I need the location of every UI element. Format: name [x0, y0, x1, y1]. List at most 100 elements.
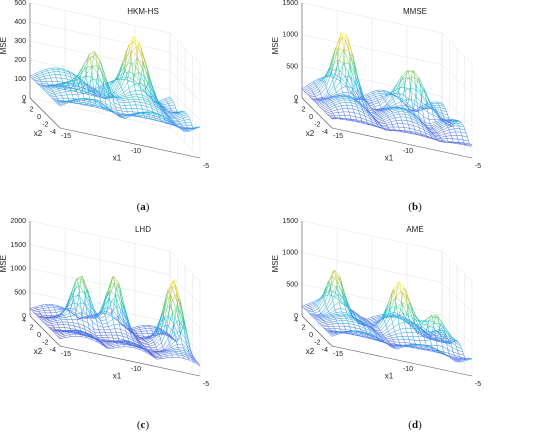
- surface-mesh-line: [84, 76, 87, 84]
- surface-mesh-line: [345, 95, 351, 98]
- surface-mesh-line: [183, 358, 190, 361]
- surface-mesh-line: [371, 91, 374, 94]
- surface-mesh-line: [329, 309, 336, 314]
- surface-mesh-line: [348, 73, 355, 88]
- surface-mesh-line: [331, 97, 337, 101]
- surface-mesh-line: [305, 92, 307, 94]
- surface-mesh-line: [192, 358, 198, 363]
- surface-mesh-line: [433, 332, 439, 335]
- surface-mesh-line: [66, 94, 69, 99]
- surface-mesh-line: [142, 97, 145, 101]
- surface-mesh-line: [339, 62, 345, 73]
- surface-mesh-line: [385, 316, 392, 326]
- surface-mesh-line: [63, 70, 65, 73]
- surface-mesh-line: [317, 297, 323, 307]
- surface-mesh-line: [367, 113, 374, 119]
- surface-mesh-line: [176, 344, 179, 348]
- surface-mesh-line: [82, 320, 85, 326]
- surface-mesh-line: [334, 317, 336, 320]
- surface-mesh-line: [111, 343, 117, 346]
- surface-mesh-line: [150, 105, 153, 109]
- surface-mesh-line: [123, 88, 130, 93]
- surface-mesh-line: [327, 79, 333, 93]
- surface-mesh-line: [80, 74, 87, 82]
- surface-mesh-line: [185, 112, 188, 115]
- surface-mesh-line: [395, 104, 397, 107]
- surface-mesh-line: [444, 106, 446, 110]
- surface-mesh-line: [89, 303, 96, 315]
- surface-mesh-line: [440, 136, 446, 138]
- surface-mesh-line: [373, 104, 375, 107]
- surface-mesh-line: [465, 144, 471, 147]
- surface-mesh-line: [343, 111, 345, 116]
- surface-mesh-line: [389, 92, 391, 95]
- surface-mesh-line: [324, 83, 327, 87]
- surface-mesh-line: [180, 114, 183, 117]
- surface-mesh-line: [399, 80, 401, 89]
- surface-mesh-line: [45, 78, 47, 82]
- surface-mesh-line: [340, 299, 347, 306]
- surface-mesh-line: [49, 328, 56, 330]
- surface-mesh-line: [65, 293, 72, 308]
- surface-mesh-line: [52, 315, 58, 318]
- surface-mesh-line: [47, 325, 53, 327]
- surface-mesh-line: [94, 51, 101, 61]
- surface-mesh-line: [461, 142, 467, 144]
- surface-mesh-line: [120, 86, 123, 90]
- surface-mesh-line: [96, 73, 98, 83]
- surface-mesh-line: [159, 115, 166, 119]
- surface-mesh-line: [373, 114, 379, 118]
- surface-mesh-line: [414, 129, 421, 132]
- surface-mesh-line: [102, 292, 109, 312]
- surface-mesh-line: [88, 84, 91, 90]
- surface-mesh-line: [46, 89, 52, 93]
- surface-mesh-line: [122, 336, 125, 340]
- surface-mesh-line: [375, 96, 377, 99]
- surface-mesh-line: [418, 127, 421, 132]
- surface-mesh-line: [122, 310, 124, 320]
- surface-mesh-line: [447, 115, 450, 119]
- surface-mesh-line: [187, 357, 194, 361]
- surface-mesh-line: [412, 121, 414, 126]
- surface-mesh-line: [47, 84, 54, 88]
- surface-mesh-line: [328, 93, 330, 96]
- surface-mesh-line: [41, 318, 47, 321]
- surface-mesh-line: [72, 296, 74, 304]
- surface-mesh-line: [71, 293, 73, 296]
- surface-mesh-line: [318, 76, 324, 80]
- surface-mesh-line: [181, 114, 188, 117]
- surface-mesh-line: [432, 103, 434, 106]
- surface-mesh-line: [414, 77, 417, 90]
- surface-mesh-line: [180, 338, 183, 345]
- surface-mesh-line: [119, 94, 125, 98]
- surface-mesh-line: [326, 294, 332, 308]
- surface-mesh-line: [155, 347, 158, 350]
- surface-mesh-line: [102, 305, 104, 311]
- surface-mesh-line: [433, 108, 436, 112]
- surface-mesh-line: [451, 123, 454, 127]
- surface-mesh-line: [441, 125, 447, 129]
- surface-mesh-line: [180, 351, 186, 354]
- surface-mesh-line: [36, 315, 43, 317]
- surface-mesh-line: [60, 330, 67, 333]
- surface-mesh-line: [396, 297, 402, 303]
- surface-mesh-line: [169, 112, 171, 114]
- surface-mesh-line: [416, 78, 419, 87]
- surface-mesh-line: [135, 112, 141, 115]
- surface-mesh-line: [41, 306, 44, 309]
- x1-tick-label: -5: [203, 381, 209, 388]
- surface-mesh-line: [148, 99, 150, 103]
- surface-mesh-line: [382, 104, 388, 109]
- surface-mesh-line: [149, 102, 156, 106]
- surface-mesh-line: [165, 325, 168, 333]
- surface-mesh-line: [423, 116, 425, 123]
- surface-mesh-line: [90, 310, 97, 319]
- surface-mesh-line: [79, 285, 86, 296]
- z-tick-label: 1000: [10, 266, 26, 273]
- surface-mesh-line: [185, 353, 192, 357]
- surface-mesh-line: [403, 111, 405, 115]
- surface-mesh-line: [394, 85, 397, 88]
- surface-mesh-line: [391, 123, 398, 125]
- surface-mesh-line: [78, 285, 81, 296]
- surface-mesh-line: [436, 120, 443, 124]
